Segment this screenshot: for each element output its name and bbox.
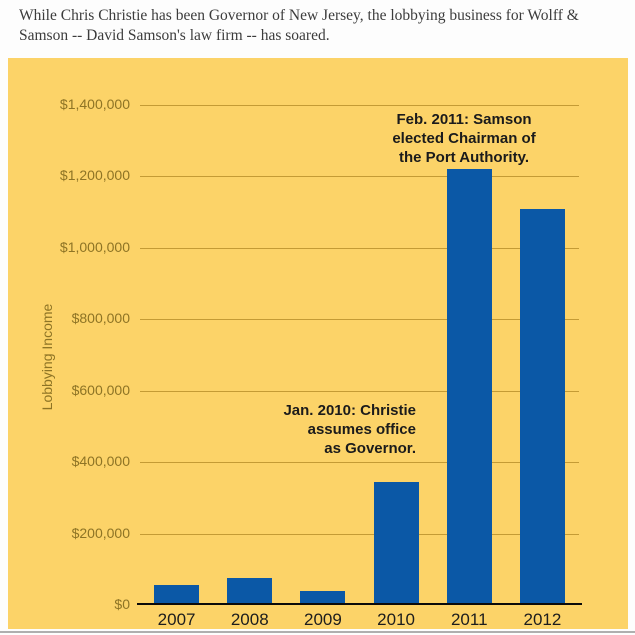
bar-2010 (373, 481, 419, 605)
caption-line-1: While Chris Christie has been Governor o… (19, 7, 579, 24)
bar-2009 (300, 590, 346, 605)
gridline (140, 462, 579, 464)
x-tick-label-2008: 2008 (230, 610, 269, 629)
x-axis-line (137, 603, 582, 605)
y-tick-label: $200,000 (71, 524, 130, 541)
y-tick-label: $800,000 (71, 310, 130, 327)
y-tick-label: $1,200,000 (59, 167, 130, 184)
bar-2012 (519, 208, 565, 605)
y-tick-label: $1,400,000 (59, 96, 130, 112)
bottom-divider (0, 631, 635, 633)
y-tick-label: $400,000 (71, 453, 130, 470)
annotation-christie-governor: Jan. 2010: Christie assumes office as Go… (283, 402, 416, 457)
x-tick-label-2009: 2009 (303, 610, 342, 629)
x-tick-label-2012: 2012 (523, 610, 562, 629)
gridline (140, 533, 579, 535)
gridline (140, 105, 579, 106)
x-tick-label-2007: 2007 (157, 610, 196, 629)
x-tick-label-2011: 2011 (450, 610, 488, 629)
chart-panel: Lobbying Income $0 $200,000 $400,000 $600,0… (8, 58, 628, 629)
gridline (140, 247, 579, 249)
gridline (140, 176, 579, 178)
chart-caption: While Chris Christie has been Governor o… (19, 6, 619, 46)
annotation-samson-chairman: Feb. 2011: Samson elected Chairman of th… (392, 111, 536, 166)
y-tick-label: $0 (114, 596, 130, 612)
x-tick-label-2010: 2010 (377, 610, 415, 629)
y-tick-label: $600,000 (71, 381, 130, 398)
gridline (140, 319, 579, 321)
gridline (140, 390, 579, 392)
bar-2011 (446, 169, 492, 605)
bar-2007 (154, 585, 200, 605)
y-tick-label: $1,000,000 (59, 238, 130, 255)
bar-2008 (227, 578, 273, 605)
caption-line-2: Samson -- David Samson's law firm -- has… (19, 27, 330, 44)
